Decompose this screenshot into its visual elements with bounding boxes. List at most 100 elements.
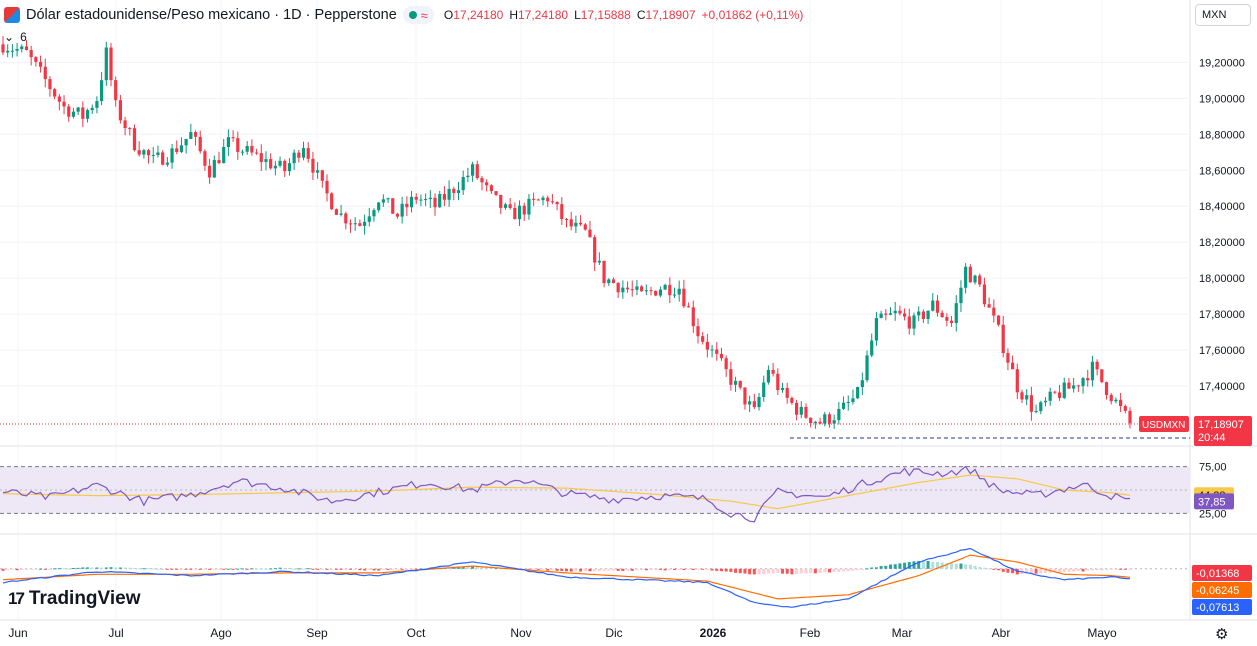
macd-histogram-bar [471,566,475,569]
candle-body [978,275,982,285]
candle-body [935,300,940,313]
rsi-tick-label: 75,00 [1199,462,1227,474]
macd-histogram-bar [532,568,536,570]
macd-histogram-bar [649,568,653,570]
price-tick-label: 18,60000 [1199,165,1245,177]
tradingview-mark-icon: 17 [8,589,25,608]
macd-histogram-bar [1062,568,1066,573]
macd-histogram-bar [978,566,982,569]
macd-histogram-bar [1025,568,1029,574]
currency-selector[interactable]: MXN [1195,4,1251,26]
price-tick-label: 18,40000 [1199,201,1245,213]
candle-body [353,223,357,225]
macd-histogram-bar [762,568,766,575]
settings-gear-icon[interactable]: ⚙ [1215,626,1229,643]
price-tick-label: 19,00000 [1199,93,1245,105]
wave-icon: ≈ [420,7,428,23]
macd-histogram-badge [1192,565,1252,581]
symbol-title[interactable]: Dólar estadounidense/Peso mexicano · 1D … [26,7,397,23]
candle-body [715,349,719,354]
macd-histogram-bar [363,568,367,571]
candle-body [865,355,869,381]
candle-body [240,151,245,153]
macd-histogram-bar [907,562,911,569]
market-status-pill[interactable]: ≈ [402,6,434,24]
candle-body [879,313,883,319]
macd-histogram-bar [1095,568,1099,571]
macd-histogram-bar [1072,568,1076,572]
candle-body [292,152,296,164]
time-tick-label: 2026 [700,626,727,640]
macd-histogram-bar [1053,568,1057,573]
macd-histogram-bar [367,568,371,570]
candle-body [982,284,987,305]
macd-histogram-bar [344,568,348,570]
indicator-collapse[interactable]: ⌄ 6 [4,30,27,44]
candle-body [1,44,5,53]
time-tick-label: Abr [992,626,1011,640]
macd-histogram-bar [865,568,869,570]
candle-body [118,100,122,121]
macd-histogram-bar [1100,568,1104,571]
candle-body [696,326,700,337]
candle-body [705,341,709,350]
macd-histogram-bar [640,568,644,571]
macd-histogram-bar [1086,568,1090,571]
candle-body [1114,399,1118,402]
macd-histogram-bar [57,568,61,570]
candle-body [222,146,226,164]
macd-histogram-bar [287,567,291,569]
macd-pane: -0,01368 -0,06245 -0,07613 [0,547,1252,615]
macd-histogram-bar [372,568,376,571]
candle-body [569,219,573,227]
macd-histogram-bar [165,568,169,570]
candle-body [1020,392,1024,400]
candle-body [790,397,794,403]
candle-body [499,194,503,208]
macd-histogram-bar [489,567,493,569]
candle-body [813,421,817,424]
macd-histogram-bar [818,568,822,573]
candle-body [593,237,597,263]
candle-body [964,266,968,288]
macd-histogram-bar [748,568,752,575]
candle-body [987,304,991,308]
macd-histogram-bar [217,568,221,570]
candle-body [719,353,724,359]
indicator-count: 6 [20,30,27,44]
candle-body [29,50,33,58]
candle-body [776,373,780,391]
candle-body [306,148,310,159]
macd-histogram-bar [724,568,728,572]
macd-histogram-bar [391,568,395,570]
candle-body [85,110,90,119]
candle-body [377,202,381,211]
macd-histogram-bar [550,568,554,571]
candle-body [560,204,564,219]
candle-body [104,47,108,81]
candle-body [419,199,423,201]
macd-histogram-bar [198,568,202,570]
candle-body [992,307,996,316]
candle-body [15,49,19,51]
candle-body [827,414,832,424]
candle-body [729,369,733,385]
candle-body [489,185,493,192]
macd-histogram-bar [781,568,785,574]
macd-histogram-bar [485,566,489,569]
macd-histogram-bar [663,568,667,571]
macd-histogram-bar [682,568,686,571]
candle-body [95,101,99,108]
candle-body [799,406,803,415]
macd-histogram-bar [330,568,334,570]
macd-histogram-bar [935,561,939,569]
candle-body [752,401,756,408]
candle-body [38,61,43,67]
time-tick-label: Ago [210,626,232,640]
candle-body [442,194,447,200]
candle-body [1043,400,1048,403]
macd-histogram-bar [621,568,625,571]
tradingview-logo[interactable]: 17 TradingView [8,588,141,610]
candle-body [649,290,653,292]
